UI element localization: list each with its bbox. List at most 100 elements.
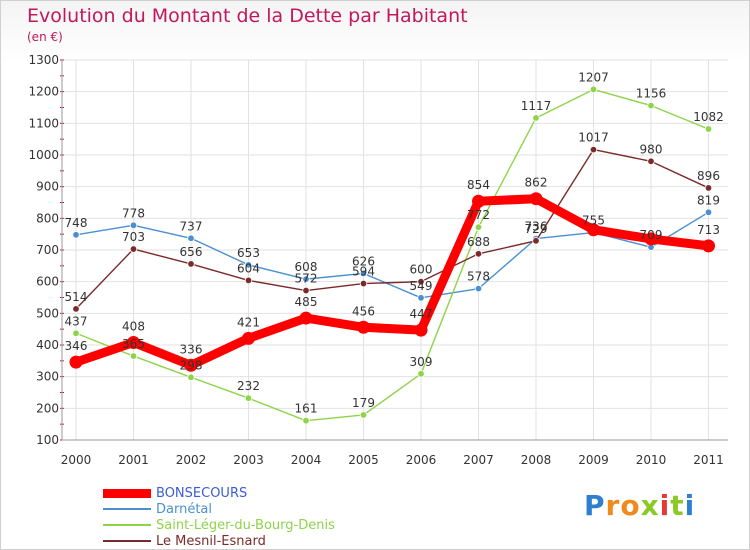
data-label: 1117: [521, 99, 552, 113]
data-label: 447: [410, 307, 433, 321]
data-point: [704, 208, 713, 217]
data-label: 408: [122, 319, 145, 333]
data-label: 854: [467, 178, 490, 192]
data-label: 298: [180, 358, 203, 372]
data-label: 572: [295, 272, 318, 286]
data-point: [242, 331, 255, 345]
legend-label: Le Mesnil-Esnard: [156, 533, 266, 549]
logo-letter: r: [605, 489, 621, 522]
data-point: [474, 250, 483, 258]
data-label: 709: [640, 228, 663, 242]
data-point: [187, 234, 195, 242]
data-point: [417, 277, 425, 286]
legend-item: Darnétal: [103, 501, 335, 517]
y-tick-label: 1300: [28, 53, 59, 67]
data-point: [417, 294, 425, 302]
legend-label: BONSECOURS: [156, 485, 248, 501]
data-point: [357, 320, 370, 334]
data-label: 819: [697, 193, 720, 207]
data-label: 365: [122, 337, 145, 351]
chart-legend: BONSECOURS Darnétal Saint-Léger-du-Bourg-D…: [103, 485, 335, 549]
data-label: 737: [180, 219, 203, 233]
data-point: [129, 352, 138, 360]
y-tick-label: 1100: [28, 116, 59, 130]
logo-letter: x: [640, 489, 660, 522]
x-tick-label: 2009: [578, 453, 609, 467]
data-point: [302, 416, 310, 425]
data-label: 1082: [693, 110, 724, 124]
legend-label: Saint-Léger-du-Bourg-Denis: [156, 517, 335, 533]
logo-letter: P: [584, 489, 606, 522]
data-label: 179: [352, 396, 375, 410]
data-point: [244, 276, 253, 285]
y-tick-label: 700: [36, 243, 59, 257]
logo-letter: t: [670, 489, 685, 522]
legend-swatch: [103, 524, 151, 526]
y-tick-label: 300: [36, 370, 59, 384]
data-label: 594: [352, 265, 375, 279]
data-point: [532, 237, 540, 245]
data-point: [187, 373, 195, 381]
data-label: 1156: [636, 87, 667, 101]
legend-item: Le Mesnil-Esnard: [103, 533, 335, 549]
data-label: 755: [582, 214, 605, 228]
data-point: [474, 223, 483, 231]
data-label: 713: [697, 223, 720, 237]
data-point: [589, 85, 598, 94]
data-label: 309: [410, 355, 433, 369]
logo-letter: i: [684, 489, 696, 522]
data-point: [414, 323, 428, 337]
data-point: [359, 279, 368, 288]
data-point: [359, 411, 368, 419]
data-label: 1017: [578, 131, 609, 145]
x-tick-label: 2006: [406, 453, 437, 467]
data-label: 772: [467, 208, 490, 222]
data-label: 736: [525, 220, 548, 234]
data-point: [702, 239, 715, 253]
data-label: 161: [295, 402, 318, 416]
series-line: [75, 148, 710, 310]
data-point: [474, 284, 483, 293]
data-point: [529, 192, 543, 206]
proxiti-logo: Proxiti: [584, 489, 695, 522]
x-tick-label: 2005: [348, 453, 379, 467]
data-label: 862: [525, 176, 548, 190]
data-label: 729: [525, 222, 548, 236]
y-tick-label: 400: [36, 338, 59, 352]
y-tick-label: 1200: [28, 85, 59, 99]
x-tick-label: 2002: [176, 453, 207, 467]
y-tick-label: 900: [36, 180, 59, 194]
data-label: 626: [352, 254, 375, 268]
data-point: [647, 157, 655, 166]
data-point: [704, 125, 713, 133]
data-point: [647, 101, 655, 110]
y-tick-label: 200: [36, 401, 59, 415]
data-label: 748: [65, 216, 88, 230]
data-point: [704, 184, 713, 192]
data-point: [299, 311, 313, 325]
data-label: 456: [352, 304, 375, 318]
data-label: 980: [640, 142, 663, 156]
chart-subtitle: (en €): [27, 30, 63, 44]
data-point: [72, 305, 80, 313]
data-label: 578: [467, 270, 490, 284]
x-tick-label: 2001: [118, 453, 149, 467]
data-point: [417, 370, 425, 378]
data-label: 485: [295, 295, 318, 309]
series-line: [75, 88, 710, 422]
y-tick-label: 600: [36, 275, 59, 289]
legend-item: Saint-Léger-du-Bourg-Denis: [103, 517, 335, 533]
data-point: [129, 245, 138, 253]
legend-swatch: [103, 508, 151, 510]
data-label: 608: [295, 260, 318, 274]
data-label: 336: [180, 342, 203, 356]
legend-label: Darnétal: [156, 501, 213, 517]
data-point: [244, 261, 253, 269]
data-point: [127, 335, 140, 349]
data-point: [72, 329, 80, 337]
data-point: [472, 194, 485, 208]
data-point: [644, 232, 658, 246]
data-point: [69, 355, 83, 369]
y-tick-label: 1000: [28, 148, 59, 162]
